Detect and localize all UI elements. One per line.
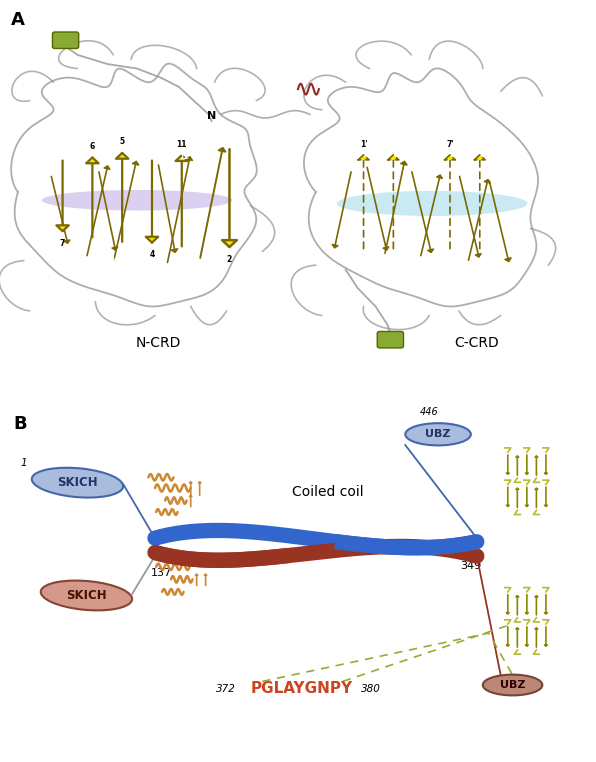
Text: 5: 5 xyxy=(120,137,125,146)
Text: 446: 446 xyxy=(420,407,439,417)
Ellipse shape xyxy=(42,190,232,210)
Text: 137: 137 xyxy=(150,568,172,578)
FancyBboxPatch shape xyxy=(377,331,403,348)
Text: 3: 3 xyxy=(128,155,132,165)
Text: Coiled coil: Coiled coil xyxy=(292,485,364,498)
Text: 3': 3' xyxy=(423,261,430,270)
Text: SKICH: SKICH xyxy=(57,476,98,489)
Ellipse shape xyxy=(32,468,123,498)
Text: SKICH: SKICH xyxy=(66,589,107,602)
Text: 349: 349 xyxy=(460,561,482,571)
Text: UBZ: UBZ xyxy=(500,680,525,690)
Text: 9': 9' xyxy=(379,258,386,267)
Text: N: N xyxy=(207,111,216,121)
Text: 1': 1' xyxy=(360,139,367,149)
Text: 4': 4' xyxy=(472,264,479,274)
Text: 10': 10' xyxy=(333,255,344,261)
Text: 10: 10 xyxy=(58,251,67,257)
Text: 12: 12 xyxy=(179,154,188,160)
Text: 372: 372 xyxy=(216,684,235,693)
Text: 5: 5 xyxy=(100,160,105,169)
Text: 9: 9 xyxy=(110,258,114,267)
Text: 1: 1 xyxy=(213,149,218,158)
Ellipse shape xyxy=(483,674,542,696)
Text: 11: 11 xyxy=(176,140,187,149)
FancyBboxPatch shape xyxy=(52,32,79,49)
Ellipse shape xyxy=(41,581,132,610)
Ellipse shape xyxy=(337,190,527,216)
Text: 5': 5' xyxy=(504,269,511,278)
Text: 7': 7' xyxy=(446,140,454,149)
Text: B: B xyxy=(13,415,27,433)
Text: 380: 380 xyxy=(361,684,380,693)
Text: PGLAYGNPY: PGLAYGNPY xyxy=(250,681,352,696)
Text: A: A xyxy=(11,11,24,30)
Text: 8': 8' xyxy=(482,167,490,176)
Text: 2: 2 xyxy=(227,255,232,264)
Text: 6': 6' xyxy=(433,160,440,169)
Text: C-CRD: C-CRD xyxy=(454,336,499,350)
Text: 1: 1 xyxy=(20,458,27,468)
Text: 2': 2' xyxy=(397,146,404,155)
Ellipse shape xyxy=(405,423,471,446)
Text: N-CRD: N-CRD xyxy=(135,336,181,350)
Text: 6: 6 xyxy=(90,142,95,151)
Text: 7: 7 xyxy=(60,239,66,248)
Text: 4: 4 xyxy=(150,250,154,259)
Text: UBZ: UBZ xyxy=(426,429,451,440)
Text: 8: 8 xyxy=(168,260,174,269)
